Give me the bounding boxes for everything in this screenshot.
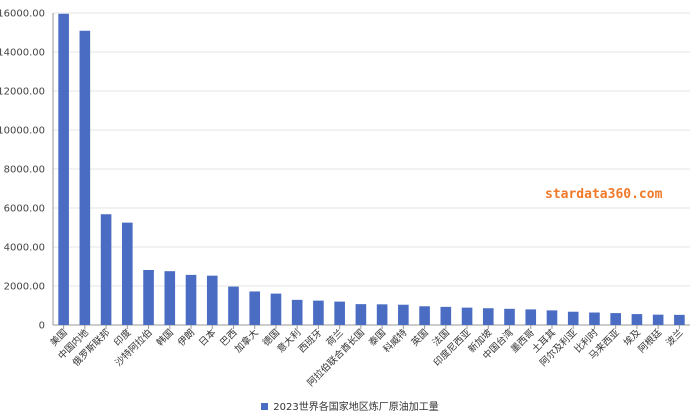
bar — [610, 313, 621, 325]
bar — [461, 307, 473, 325]
x-tick-label: 日本 — [196, 326, 218, 348]
x-tick-label: 伊朗 — [175, 327, 197, 349]
bar — [376, 304, 388, 325]
legend-swatch — [261, 403, 269, 410]
bar — [652, 314, 664, 325]
watermark: stardata360.com — [545, 187, 663, 202]
axes — [52, 13, 690, 329]
bar — [270, 293, 282, 325]
y-tick-label: 14000.00 — [0, 48, 45, 59]
y-tick-label: 10000.00 — [0, 126, 45, 137]
bar — [567, 311, 579, 325]
y-tick-label: 4000.00 — [4, 243, 45, 254]
bar — [440, 306, 452, 325]
x-tick-label: 波兰 — [664, 327, 686, 349]
y-tick-label: 0 — [39, 321, 45, 332]
bar — [334, 301, 345, 325]
bar — [398, 304, 409, 325]
bar — [355, 304, 367, 325]
y-tick-label: 12000.00 — [0, 87, 45, 98]
bar — [185, 274, 197, 325]
y-tick-labels: 0 2000.00 4000.00 6000.00 8000.00 10000.00 120… — [0, 9, 45, 332]
x-tick-label: 西班牙 — [296, 327, 325, 356]
bar — [249, 291, 261, 325]
bar — [482, 308, 494, 325]
gridlines — [53, 12, 690, 287]
bar — [525, 309, 537, 325]
bar — [504, 308, 515, 325]
bar — [122, 222, 133, 325]
y-tick-label: 6000.00 — [4, 204, 45, 215]
y-tick-label: 2000.00 — [4, 282, 45, 293]
bar — [143, 270, 154, 325]
legend-label: 2023世界各国家地区炼厂原油加工量 — [273, 402, 439, 413]
bar — [206, 275, 218, 325]
y-tick-label: 8000.00 — [4, 165, 45, 176]
x-tick-label: 英国 — [409, 327, 431, 349]
bar — [79, 30, 91, 326]
bar — [419, 306, 430, 325]
bars — [58, 13, 685, 326]
legend: 2023世界各国家地区炼厂原油加工量 — [0, 398, 700, 413]
bar — [546, 310, 558, 325]
bar — [58, 13, 69, 326]
x-tick-label: 阿根廷 — [636, 326, 665, 355]
x-tick-label: 科威特 — [381, 326, 410, 355]
bar — [291, 299, 303, 325]
bar — [164, 271, 176, 325]
bar — [589, 312, 600, 325]
bar — [100, 214, 112, 325]
x-tick-label: 加拿大 — [232, 326, 261, 355]
bar — [313, 300, 324, 325]
bar — [674, 314, 685, 325]
bar — [228, 286, 239, 325]
y-tick-label: 16000.00 — [0, 9, 45, 20]
x-tick-label: 韩国 — [154, 327, 176, 349]
bar — [631, 314, 643, 325]
